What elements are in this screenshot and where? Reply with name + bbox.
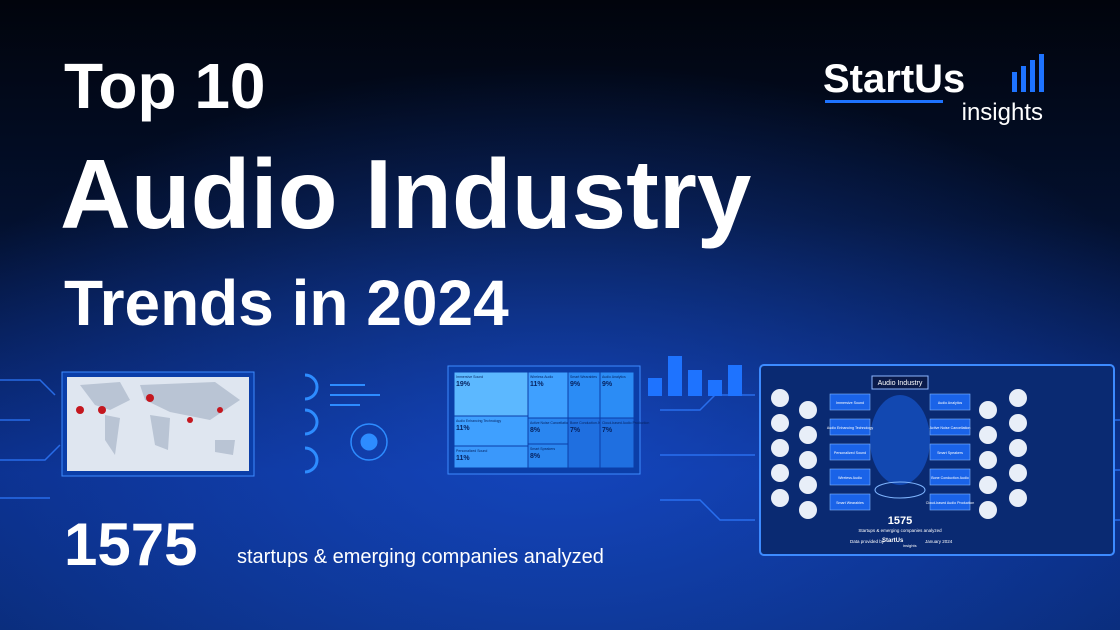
title-line-3: Trends in 2024: [64, 267, 509, 339]
tile-label: Audio Enhancing Technology: [456, 419, 501, 423]
logo-underline: [825, 100, 943, 103]
title-line-2: Audio Industry: [60, 139, 751, 249]
tile-value: 11%: [456, 455, 470, 462]
title-line-1: Top 10: [64, 50, 266, 122]
logo-brand: StartUs: [823, 57, 965, 101]
logo-bars: [1012, 54, 1044, 92]
map-dots: [76, 394, 223, 423]
trend-label: Audio Enhancing Technology: [827, 426, 873, 430]
trend-label: Smart Speakers: [937, 451, 963, 455]
trend-label: Active Noise Cancellation: [930, 426, 971, 430]
tile-label: Smart Wearables: [570, 375, 597, 379]
trend-label: Personalized Sound: [834, 451, 866, 455]
tile-label: Bone Conduction Audio: [570, 421, 607, 425]
tile-value: 11%: [456, 425, 470, 432]
panel-brand: StartUs: [882, 538, 904, 544]
tile-value: 19%: [456, 381, 471, 388]
panel-title-box: [871, 375, 929, 390]
panel-number: 1575: [888, 515, 912, 527]
trend-box: [929, 443, 971, 461]
trend-label: Cloud-based Audio Production: [926, 501, 975, 505]
trend-box: [829, 468, 871, 486]
panel-trends: Immersive Sound Audio Analytics Audio Enha…: [827, 393, 975, 511]
panel-title: Audio Industry: [878, 380, 923, 387]
treemap-tile: [527, 443, 569, 469]
tile-label: Smart Speakers: [530, 447, 555, 451]
panel-caption: Startups & emerging companies analyzed: [858, 528, 942, 533]
equalizer: [648, 356, 742, 396]
treemap-tile: [567, 371, 601, 419]
treemap-tile: [567, 417, 601, 469]
panel-sub: insights: [903, 543, 917, 548]
trend-box: [829, 443, 871, 461]
trend-box: [829, 393, 871, 411]
trend-box: [829, 418, 871, 436]
tile-label: Active Noise Cancellation: [530, 421, 570, 425]
tile-value: 9%: [602, 381, 613, 388]
tile-label: Cloud-based Audio Production: [602, 421, 649, 425]
logo-sub: insights: [962, 99, 1043, 126]
tile-value: 7%: [602, 427, 613, 434]
tile-value: 7%: [570, 427, 581, 434]
trend-label: Smart Wearables: [836, 501, 864, 505]
tile-label: Audio Analytics: [602, 375, 626, 379]
tile-value: 9%: [570, 381, 581, 388]
trend-box: [929, 468, 971, 486]
treemap-tile: [599, 417, 635, 469]
treemap-tile: [453, 415, 529, 447]
trend-label: Audio Analytics: [938, 401, 963, 405]
tile-label: Personalized Sound: [456, 449, 487, 453]
stat-caption: startups & emerging companies analyzed: [237, 546, 604, 568]
panel-date: January 2024: [925, 539, 953, 544]
tile-label: Wireless Audio: [530, 375, 553, 379]
trend-box: [929, 418, 971, 436]
tile-label: Immersive Sound: [456, 375, 483, 379]
trend-label: Immersive Sound: [836, 401, 864, 405]
gauges: [304, 373, 388, 474]
trend-box: [829, 493, 871, 511]
map-land: [80, 382, 240, 455]
tile-value: 11%: [530, 381, 544, 388]
trend-box: [929, 493, 971, 511]
tile-value: 8%: [530, 453, 541, 460]
panel-source: Data provided by: [850, 539, 885, 544]
trend-label: Bone Conduction Audio: [931, 476, 969, 480]
treemap-tile: [527, 371, 569, 419]
panel-ring: [874, 481, 926, 499]
panel-visual: [870, 395, 930, 485]
treemap: Immersive Sound 19% Wireless Audio 11% Smart…: [453, 371, 649, 469]
trend-label: Wireless Audio: [838, 476, 862, 480]
trend-box: [929, 393, 971, 411]
tile-value: 8%: [530, 427, 541, 434]
logo-circles: [771, 389, 1027, 519]
stat-number: 1575: [64, 511, 197, 578]
